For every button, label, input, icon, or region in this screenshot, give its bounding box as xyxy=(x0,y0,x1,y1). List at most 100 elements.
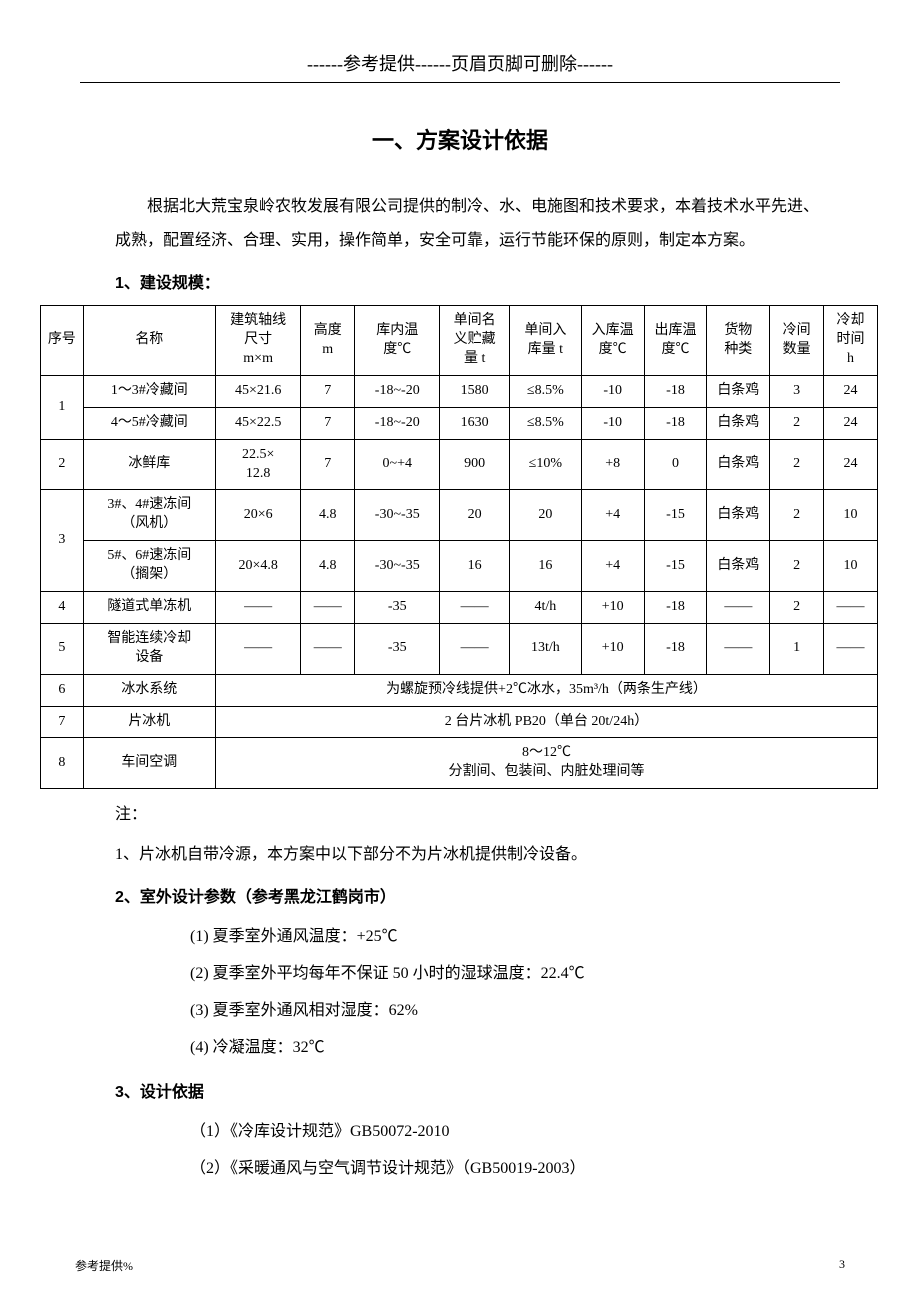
footer-page-number: 3 xyxy=(839,1257,845,1272)
table-row: 8车间空调8～12℃分割间、包装间、内脏处理间等 xyxy=(41,738,878,789)
table-cell: 4.8 xyxy=(301,490,355,541)
table-cell: -15 xyxy=(644,541,707,592)
table-cell: 24 xyxy=(824,407,878,439)
table-row: 5智能连续冷却设备————-35——13t/h+10-18——1—— xyxy=(41,623,878,674)
table-cell: -30~-35 xyxy=(355,490,440,541)
table-cell-seq: 4 xyxy=(41,591,84,623)
table-cell: 2 xyxy=(770,407,824,439)
table-row: 33#、4#速冻间（风机）20×64.8-30~-352020+4-15白条鸡2… xyxy=(41,490,878,541)
table-cell: 4t/h xyxy=(509,591,581,623)
table-cell: 10 xyxy=(824,490,878,541)
table-cell: 3 xyxy=(770,375,824,407)
table-header-cell: 出库温度℃ xyxy=(644,306,707,376)
table-cell: +8 xyxy=(581,439,644,490)
table-row: 5#、6#速冻间（搁架）20×4.84.8-30~-351616+4-15白条鸡… xyxy=(41,541,878,592)
table-cell-seq: 6 xyxy=(41,674,84,706)
table-cell: 0~+4 xyxy=(355,439,440,490)
table-cell: -15 xyxy=(644,490,707,541)
table-cell-seq: 2 xyxy=(41,439,84,490)
table-cell: 22.5×12.8 xyxy=(216,439,301,490)
table-cell: -18 xyxy=(644,375,707,407)
table-cell: -18 xyxy=(644,623,707,674)
header-line: ------参考提供------页眉页脚可删除------ xyxy=(40,50,880,76)
table-header-cell: 高度m xyxy=(301,306,355,376)
table-header-cell: 建筑轴线尺寸m×m xyxy=(216,306,301,376)
table-cell: 45×22.5 xyxy=(216,407,301,439)
table-header-cell: 单间名义贮藏量 t xyxy=(440,306,510,376)
table-cell: 1630 xyxy=(440,407,510,439)
table-cell: —— xyxy=(824,623,878,674)
section3-label: 3、设计依据 xyxy=(115,1078,880,1102)
table-cell: 4.8 xyxy=(301,541,355,592)
table-cell: 1～3#冷藏间 xyxy=(83,375,215,407)
table-header-cell: 名称 xyxy=(83,306,215,376)
table-cell: 2 xyxy=(770,541,824,592)
reference-line: （2）《采暖通风与空气调节设计规范》（GB50019-2003） xyxy=(190,1151,880,1188)
table-row: 6冰水系统为螺旋预冷线提供+2℃冰水，35m³/h（两条生产线） xyxy=(41,674,878,706)
table-cell: -18~-20 xyxy=(355,407,440,439)
table-cell: 智能连续冷却设备 xyxy=(83,623,215,674)
note-line: 1、片冰机自带冷源，本方案中以下部分不为片冰机提供制冷设备。 xyxy=(115,839,880,871)
table-cell-seq: 1 xyxy=(41,375,84,439)
table-cell: 白条鸡 xyxy=(707,490,770,541)
table-cell: +10 xyxy=(581,591,644,623)
header-rule xyxy=(80,82,840,83)
table-cell: —— xyxy=(301,591,355,623)
table-cell: 2 xyxy=(770,591,824,623)
table-cell: 7 xyxy=(301,375,355,407)
table-cell-merged: 8～12℃分割间、包装间、内脏处理间等 xyxy=(216,738,878,789)
table-header-cell: 货物种类 xyxy=(707,306,770,376)
table-header-cell: 库内温度℃ xyxy=(355,306,440,376)
table-cell: 7 xyxy=(301,407,355,439)
param-line: (4) 冷凝温度：32℃ xyxy=(190,1030,880,1067)
table-cell: ≤10% xyxy=(509,439,581,490)
table-cell: 24 xyxy=(824,439,878,490)
table-cell: ≤8.5% xyxy=(509,375,581,407)
table-cell: -10 xyxy=(581,407,644,439)
table-header-row: 序号名称建筑轴线尺寸m×m高度m库内温度℃单间名义贮藏量 t单间入库量 t入库温… xyxy=(41,306,878,376)
param-line: (3) 夏季室外通风相对湿度：62% xyxy=(190,993,880,1030)
table-cell: 车间空调 xyxy=(83,738,215,789)
table-cell: —— xyxy=(440,591,510,623)
section1-label: 1、建设规模： xyxy=(115,269,880,293)
table-cell: 冰鲜库 xyxy=(83,439,215,490)
table-row: 7片冰机2 台片冰机 PB20（单台 20t/24h） xyxy=(41,706,878,738)
table-cell: -35 xyxy=(355,623,440,674)
table-cell: —— xyxy=(707,591,770,623)
table-cell: 16 xyxy=(509,541,581,592)
table-cell: 20 xyxy=(509,490,581,541)
table-cell: —— xyxy=(824,591,878,623)
table-cell: 2 xyxy=(770,439,824,490)
page: ------参考提供------页眉页脚可删除------ 一、方案设计依据 根… xyxy=(0,0,920,1302)
table-cell: 45×21.6 xyxy=(216,375,301,407)
table-cell: —— xyxy=(440,623,510,674)
table-cell-seq: 7 xyxy=(41,706,84,738)
table-header-cell: 冷间数量 xyxy=(770,306,824,376)
table-cell: 24 xyxy=(824,375,878,407)
table-cell-seq: 5 xyxy=(41,623,84,674)
table-cell: -18 xyxy=(644,591,707,623)
table-cell-merged: 2 台片冰机 PB20（单台 20t/24h） xyxy=(216,706,878,738)
table-cell: 片冰机 xyxy=(83,706,215,738)
table-cell: -35 xyxy=(355,591,440,623)
table-cell: -18~-20 xyxy=(355,375,440,407)
table-cell: +4 xyxy=(581,490,644,541)
footer: 参考提供% 3 xyxy=(75,1257,845,1274)
table-cell: 白条鸡 xyxy=(707,375,770,407)
table-cell: 白条鸡 xyxy=(707,407,770,439)
table-header-cell: 单间入库量 t xyxy=(509,306,581,376)
reference-line: （1）《冷库设计规范》GB50072-2010 xyxy=(190,1114,880,1151)
table-cell-seq: 8 xyxy=(41,738,84,789)
param-line: (2) 夏季室外平均每年不保证 50 小时的湿球温度：22.4℃ xyxy=(190,956,880,993)
table-header-cell: 冷却时间h xyxy=(824,306,878,376)
spec-table: 序号名称建筑轴线尺寸m×m高度m库内温度℃单间名义贮藏量 t单间入库量 t入库温… xyxy=(40,305,878,789)
table-cell: 5#、6#速冻间（搁架） xyxy=(83,541,215,592)
table-cell: -10 xyxy=(581,375,644,407)
table-cell: 20×6 xyxy=(216,490,301,541)
section2-label: 2、室外设计参数（参考黑龙江鹤岗市） xyxy=(115,883,880,907)
table-row: 2冰鲜库22.5×12.870~+4900≤10%+80白条鸡224 xyxy=(41,439,878,490)
note-label: 注： xyxy=(115,799,880,831)
table-row: 4～5#冷藏间45×22.57-18~-201630≤8.5%-10-18白条鸡… xyxy=(41,407,878,439)
table-header-cell: 序号 xyxy=(41,306,84,376)
table-cell: -30~-35 xyxy=(355,541,440,592)
